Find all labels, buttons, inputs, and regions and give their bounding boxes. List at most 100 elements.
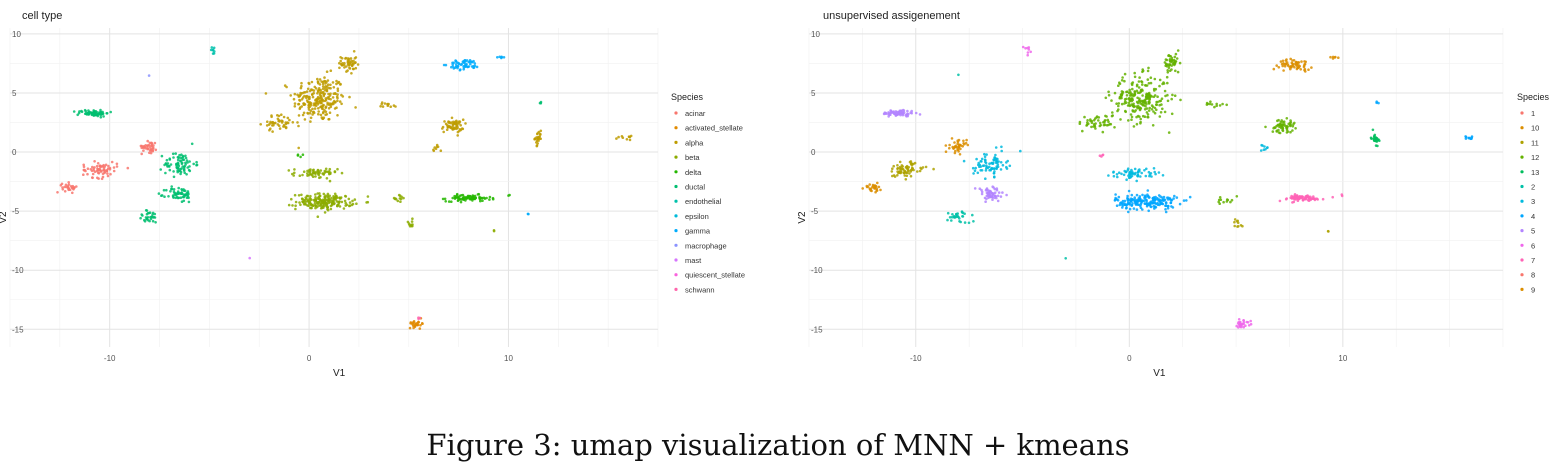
scatter-point <box>1128 98 1132 102</box>
scatter-point <box>1086 119 1089 122</box>
scatter-point <box>187 192 190 196</box>
scatter-point <box>56 191 59 194</box>
scatter-point <box>1143 169 1146 172</box>
scatter-point <box>1377 101 1380 105</box>
scatter-point <box>185 159 189 162</box>
legend-swatch <box>674 214 678 218</box>
panel-title: unsupervised assigenement <box>823 10 960 22</box>
legend-swatch <box>1520 243 1524 247</box>
scatter-point <box>312 168 315 172</box>
scatter-point <box>333 107 337 110</box>
scatter-point <box>1221 102 1224 106</box>
scatter-point <box>302 103 306 106</box>
scatter-point <box>280 119 284 122</box>
scatter-point <box>409 321 413 324</box>
scatter-point <box>101 112 104 115</box>
legend-swatch <box>1520 258 1524 262</box>
scatter-point <box>1141 208 1144 211</box>
scatter-point <box>344 204 348 207</box>
scatter-point <box>309 169 312 173</box>
scatter-point <box>979 165 982 168</box>
scatter-point <box>86 167 90 170</box>
scatter-point <box>411 217 414 220</box>
scatter-point <box>1217 200 1220 204</box>
scatter-point <box>1298 195 1302 198</box>
scatter-point <box>1178 61 1182 65</box>
scatter-point <box>1097 119 1100 122</box>
scatter-point <box>115 165 119 168</box>
scatter-point <box>354 61 357 64</box>
scatter-point <box>109 172 112 176</box>
scatter-point <box>1370 137 1373 140</box>
scatter-point <box>1127 119 1130 122</box>
scatter-point <box>355 202 358 205</box>
scatter-point <box>150 141 153 145</box>
scatter-point <box>1158 103 1161 107</box>
scatter-point <box>1148 196 1151 199</box>
scatter-point <box>1139 199 1142 202</box>
scatter-point <box>319 113 323 117</box>
scatter-point <box>1375 100 1378 103</box>
scatter-point <box>265 124 269 127</box>
scatter-point <box>1272 67 1276 71</box>
scatter-point <box>445 128 449 131</box>
scatter-point <box>1237 225 1240 228</box>
scatter-point <box>1154 172 1157 176</box>
scatter-point <box>896 164 899 167</box>
scatter-point <box>984 169 988 172</box>
scatter-point <box>959 147 962 151</box>
gridlines <box>9 28 659 347</box>
scatter-point <box>1135 179 1138 183</box>
scatter-point <box>1146 189 1150 192</box>
scatter-point <box>488 198 491 201</box>
scatter-point <box>1118 81 1121 84</box>
scatter-point <box>1112 171 1115 174</box>
scatter-point <box>535 136 538 139</box>
scatter-point <box>1146 69 1150 73</box>
scatter-point <box>302 91 306 94</box>
scatter-point <box>332 197 336 200</box>
scatter-point <box>1027 46 1031 49</box>
scatter-point <box>1153 106 1157 110</box>
scatter-point <box>103 168 106 172</box>
scatter-point <box>453 194 456 198</box>
scatter-point <box>179 160 183 163</box>
scatter-point <box>1117 104 1120 108</box>
scatter-point <box>1172 197 1175 200</box>
scatter-point <box>212 52 216 55</box>
scatter-point <box>1147 209 1150 213</box>
scatter-point <box>1098 121 1102 125</box>
scatter-point <box>995 167 998 171</box>
legend-swatch <box>1520 199 1524 203</box>
scatter-point <box>628 138 632 142</box>
scatter-point <box>1170 205 1173 208</box>
scatter-point <box>919 166 922 170</box>
scatter-point <box>293 105 297 108</box>
scatter-point <box>869 187 873 191</box>
scatter-point <box>1152 197 1156 201</box>
scatter-point <box>343 199 347 203</box>
scatter-point <box>181 195 185 199</box>
scatter-point <box>1290 196 1294 200</box>
scatter-point <box>1135 193 1139 197</box>
scatter-point <box>875 189 879 192</box>
scatter-point <box>150 144 154 147</box>
scatter-point <box>1151 124 1155 127</box>
scatter-point <box>1249 319 1252 323</box>
scatter-point <box>143 220 147 223</box>
scatter-point <box>302 111 306 115</box>
scatter-point <box>329 105 333 108</box>
scatter-point <box>285 85 288 89</box>
scatter-point <box>323 86 327 90</box>
scatter-point <box>1313 198 1317 202</box>
scatter-point <box>991 185 994 188</box>
scatter-point <box>153 141 157 145</box>
scatter-point <box>918 113 922 116</box>
scatter-point <box>1116 109 1119 113</box>
scatter-point <box>185 173 188 176</box>
scatter-point <box>911 162 914 166</box>
legend-swatch <box>674 199 678 203</box>
scatter-point <box>91 165 94 169</box>
scatter-point <box>1107 90 1110 94</box>
scatter-point <box>1464 137 1468 140</box>
